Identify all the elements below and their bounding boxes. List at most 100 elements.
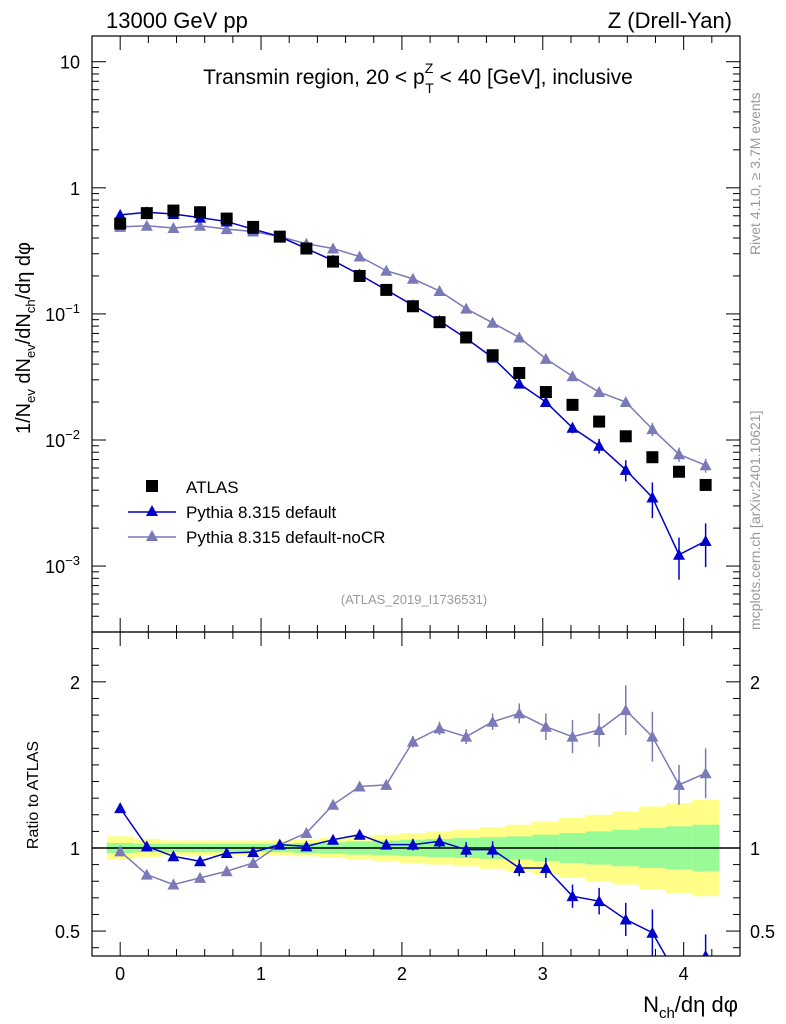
data-point <box>114 208 127 220</box>
ratio-point <box>593 724 606 736</box>
data-point <box>353 250 366 262</box>
plot-title: Transmin region, 20 < pZ T < 40 [GeV], in… <box>203 60 633 96</box>
data-point <box>460 302 473 314</box>
atlas-point <box>513 366 526 379</box>
ratio-y-axis-label: Ratio to ATLAS <box>25 741 42 849</box>
ratio-point <box>619 913 632 925</box>
y-tick-label: 10−1 <box>45 301 80 325</box>
x-tick-label: 2 <box>397 964 407 984</box>
legend-marker-nocr <box>146 530 158 541</box>
ratio-tick-label-left: 2 <box>70 673 80 693</box>
data-point <box>699 535 712 547</box>
data-point <box>167 222 180 234</box>
rivet-version-label: Rivet 4.1.0, ≥ 3.7M events <box>747 92 763 255</box>
data-point <box>566 370 579 382</box>
ratio-point <box>220 846 233 858</box>
data-point <box>646 423 659 435</box>
ratio-point <box>513 707 526 719</box>
legend-label-nocr: Pythia 8.315 default-noCR <box>186 528 385 547</box>
atlas-point <box>327 255 340 268</box>
ratio-tick-label-right: 1 <box>750 839 760 859</box>
ratio-point <box>566 890 579 902</box>
ratio-point <box>513 861 526 873</box>
data-point <box>646 491 659 503</box>
atlas-point <box>460 331 473 344</box>
ratio-point <box>114 845 127 857</box>
legend-marker-default <box>146 505 158 516</box>
ratio-plot-frame <box>91 631 741 957</box>
ratio-point <box>673 778 686 790</box>
data-point <box>433 284 446 296</box>
atlas-point <box>699 478 712 491</box>
data-point <box>539 396 552 408</box>
data-point <box>513 377 526 389</box>
ratio-point <box>593 895 606 907</box>
data-point <box>380 264 393 276</box>
series-line-nocr <box>120 225 706 466</box>
ratio-point <box>486 843 499 855</box>
data-point <box>406 272 419 284</box>
ratio-point <box>220 865 233 877</box>
header-right: Z (Drell-Yan) <box>608 8 732 33</box>
atlas-point <box>486 349 499 362</box>
ratio-point <box>114 802 127 814</box>
ratio-point <box>140 840 153 852</box>
y-tick-label: 10 <box>60 53 80 73</box>
data-marks <box>114 204 712 956</box>
data-point <box>673 548 686 560</box>
atlas-point <box>220 212 233 225</box>
atlas-point <box>194 206 207 219</box>
ratio-point <box>167 850 180 862</box>
ratio-point <box>539 720 552 732</box>
atlas-point <box>646 451 659 464</box>
x-axis-label: Nch/dη dφ <box>643 992 738 1022</box>
data-point <box>699 459 712 471</box>
y-tick-label: 10−3 <box>45 553 80 577</box>
main-panel-marks <box>114 204 712 580</box>
data-point <box>486 316 499 328</box>
atlas-point <box>593 415 606 428</box>
y-tick-label: 10−2 <box>45 427 80 451</box>
header-left: 13000 GeV pp <box>106 8 248 33</box>
ratio-point <box>566 730 579 742</box>
ratio-tick-label-left: 1 <box>70 839 80 859</box>
atlas-point <box>433 316 446 329</box>
atlas-point <box>353 269 366 282</box>
ratio-point <box>273 838 286 850</box>
axes: 0 1 2 3 4 10 1 10−1 10−2 10−3 0.5 0.5 1 1 2 2 <box>45 35 775 984</box>
ratio-point <box>433 835 446 847</box>
ratio-point <box>300 827 313 839</box>
data-point <box>220 223 233 235</box>
atlas-point <box>140 207 153 220</box>
x-tick-label: 3 <box>538 964 548 984</box>
atlas-point <box>619 430 632 443</box>
atlas-point <box>380 283 393 296</box>
ratio-point <box>194 855 207 867</box>
data-point <box>140 219 153 231</box>
ratio-point <box>406 838 419 850</box>
ratio-point <box>646 926 659 938</box>
ratio-point <box>539 861 552 873</box>
data-point <box>593 386 606 398</box>
ratio-point <box>194 871 207 883</box>
ratio-point <box>167 878 180 890</box>
x-tick-label: 1 <box>256 964 266 984</box>
x-tick-label: 0 <box>115 964 125 984</box>
ratio-point <box>300 840 313 852</box>
data-point <box>194 219 207 231</box>
data-point <box>593 439 606 451</box>
ratio-point <box>327 798 340 810</box>
atlas-point <box>406 300 419 313</box>
ratio-point <box>380 778 393 790</box>
ratio-point <box>702 950 709 956</box>
data-point <box>619 396 632 408</box>
legend-label-atlas: ATLAS <box>186 478 239 497</box>
data-point <box>566 421 579 433</box>
ratio-point <box>699 767 712 779</box>
ratio-point <box>353 828 366 840</box>
data-point <box>327 242 340 254</box>
ratio-tick-label-right: 0.5 <box>750 922 775 942</box>
ratio-point <box>327 833 340 845</box>
y-tick-label: 1 <box>70 179 80 199</box>
